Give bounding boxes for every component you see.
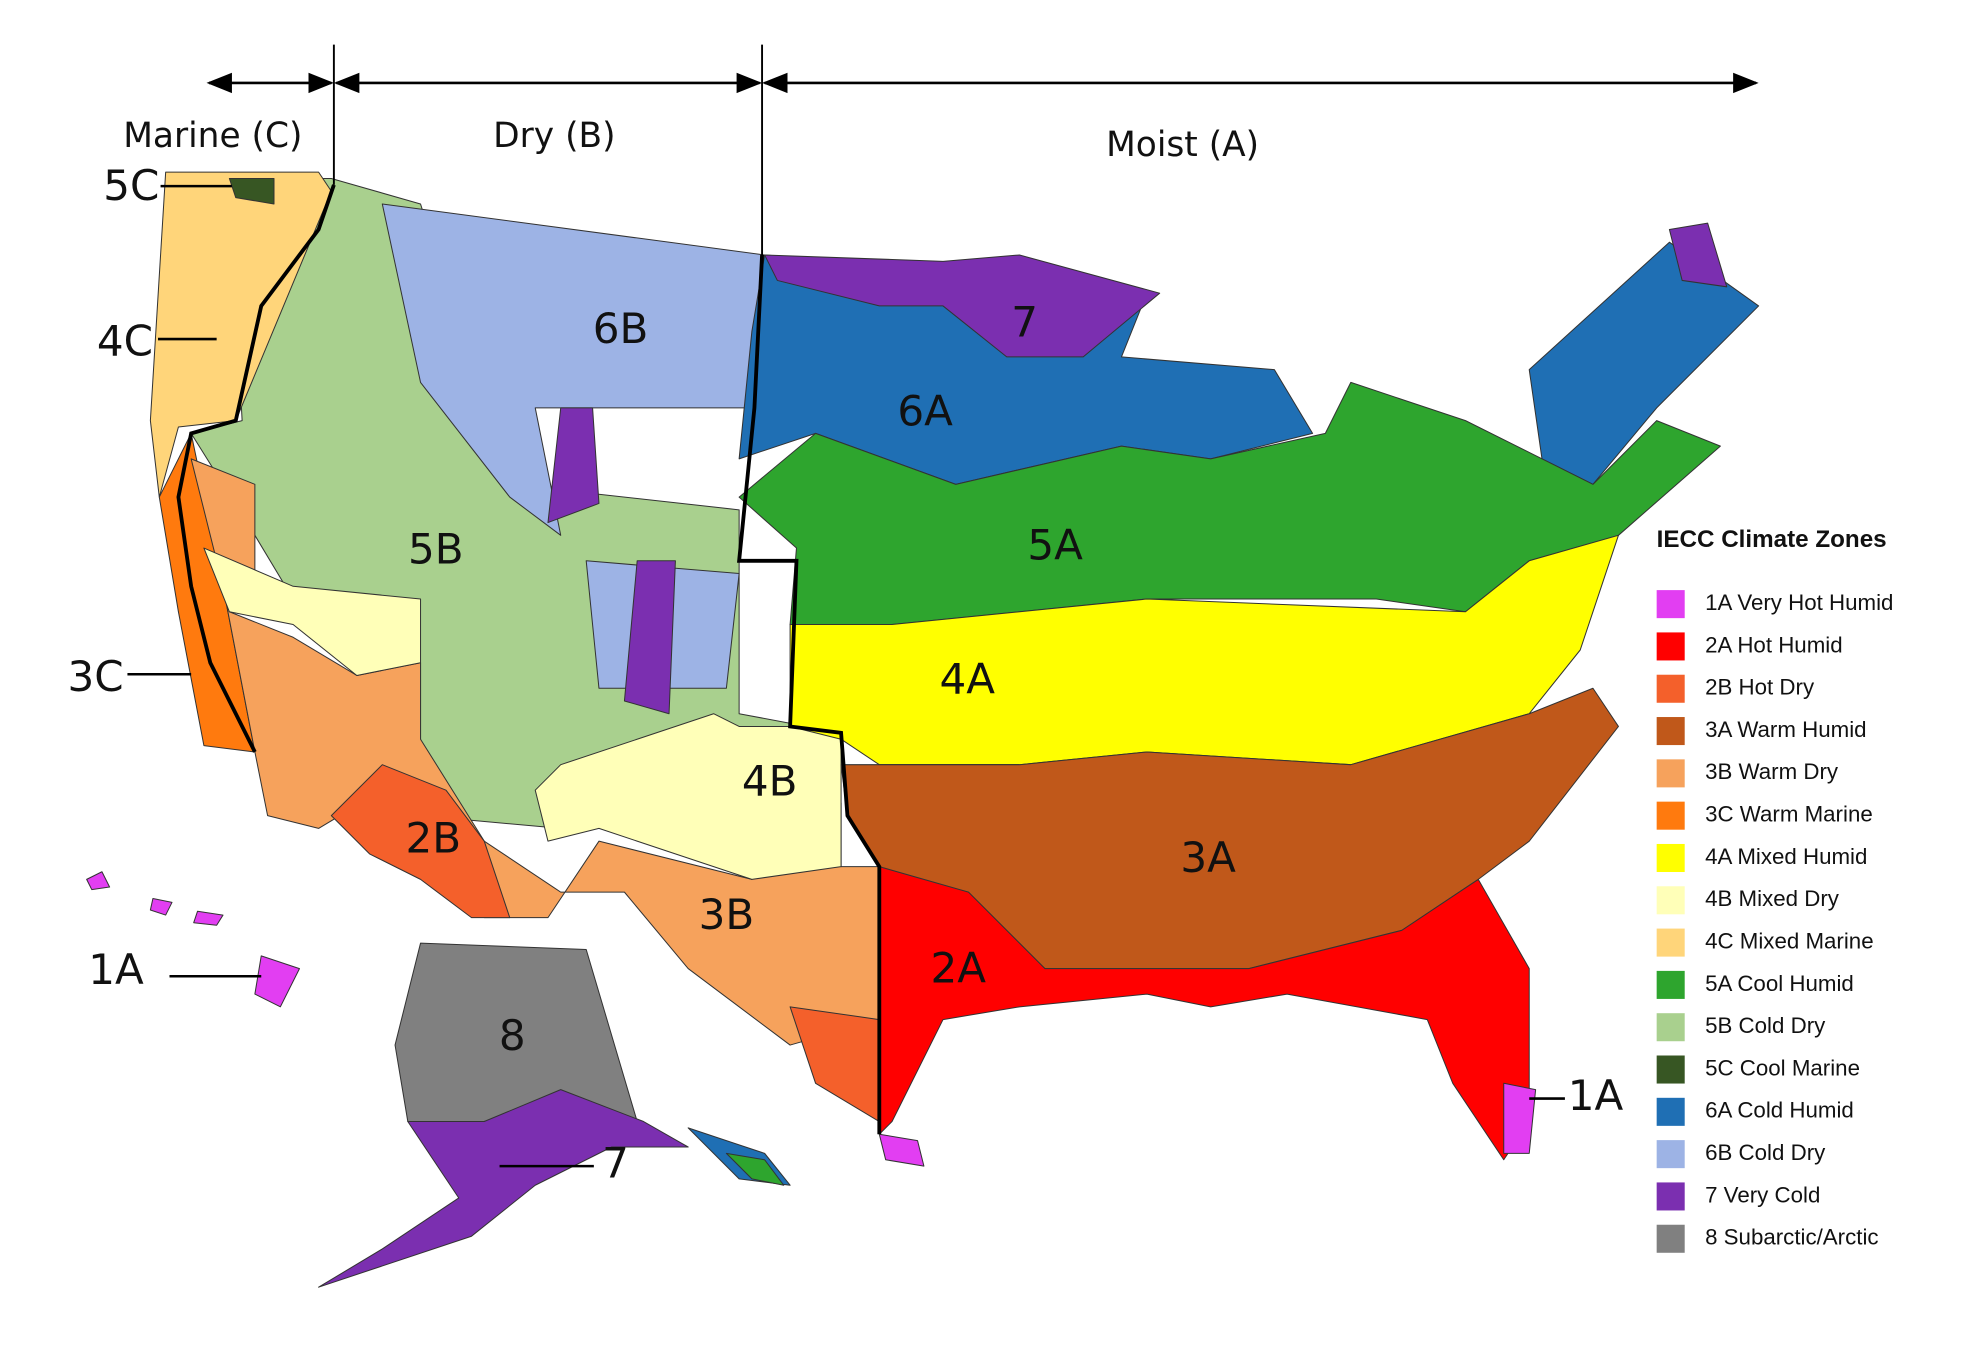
zone-region [547, 407, 600, 524]
zone-label: 4A [939, 654, 995, 703]
legend-label: 3A Warm Humid [1705, 717, 1866, 742]
zone-label: 1A [1568, 1071, 1624, 1120]
zone-region [1503, 1082, 1537, 1154]
zone-regions [86, 171, 1760, 1288]
legend-label: 1A Very Hot Humid [1705, 590, 1893, 615]
zone-region [203, 547, 422, 677]
zone-label: 5A [1027, 521, 1083, 570]
legend-swatch [1656, 1182, 1685, 1211]
legend-swatch [1656, 590, 1685, 619]
zone-region [725, 1152, 785, 1186]
legend-label: 3B Warm Dry [1705, 759, 1839, 784]
legend-label: 2B Hot Dry [1705, 675, 1815, 700]
legend-label: 6A Cold Humid [1705, 1098, 1854, 1123]
legend-title: IECC Climate Zones [1657, 526, 1887, 553]
zone-region [318, 1089, 689, 1288]
zone-label: 8 [499, 1011, 526, 1060]
zone-region [86, 871, 111, 891]
legend-swatch [1656, 1055, 1685, 1084]
zone-label: 6B [593, 304, 649, 353]
regime-dividers [127, 44, 1759, 1168]
legend-label: 3C Warm Marine [1705, 802, 1873, 827]
regime-label: Moist (A) [1106, 125, 1259, 165]
regime-label: Dry (B) [493, 116, 615, 156]
legend-swatch [1656, 1013, 1685, 1042]
legend-label: 5C Cool Marine [1705, 1055, 1860, 1080]
legend-swatch [1656, 801, 1685, 830]
legend-label: 5B Cold Dry [1705, 1013, 1826, 1038]
zone-label: 4C [97, 317, 153, 366]
legend-swatch [1656, 717, 1685, 746]
zone-region [330, 764, 511, 919]
zone-region [149, 897, 173, 916]
zone-label: 3A [1180, 833, 1236, 882]
legend-swatch [1656, 1097, 1685, 1126]
legend-swatch [1656, 1224, 1685, 1253]
legend-swatch [1656, 1140, 1685, 1169]
legend-label: 4A Mixed Humid [1705, 844, 1867, 869]
legend-swatch [1656, 928, 1685, 957]
legend-swatch [1656, 970, 1685, 999]
zone-label: 7 [1011, 298, 1038, 347]
legend-swatch [1656, 759, 1685, 788]
legend-swatch [1656, 674, 1685, 703]
zone-region [1668, 222, 1728, 288]
zone-label: 2A [931, 944, 987, 993]
zone-region [878, 1133, 925, 1167]
legend-swatch [1656, 886, 1685, 915]
zone-region [193, 910, 224, 926]
zone-region [254, 955, 300, 1008]
zone-label: 3C [68, 652, 124, 701]
zone-region [228, 177, 275, 205]
zone-region [789, 1006, 880, 1123]
legend-label: 4C Mixed Marine [1705, 928, 1874, 953]
zone-label: 5C [103, 161, 159, 210]
zone-region [534, 713, 842, 880]
zone-region [149, 171, 332, 498]
zone-label: 2B [405, 814, 461, 863]
regime-boundary [737, 254, 882, 1135]
legend-label: 4B Mixed Dry [1705, 886, 1840, 911]
legend-swatch [1656, 843, 1685, 872]
zone-label: 3B [699, 890, 755, 939]
zone-label: 5B [408, 524, 464, 573]
zone-region [764, 254, 1161, 358]
zone-label: 7 [602, 1139, 629, 1188]
zone-region [878, 866, 1530, 1161]
regime-boundary [176, 184, 336, 753]
zone-region [623, 560, 676, 715]
legend-label: 7 Very Cold [1705, 1182, 1820, 1207]
legend-label: 5A Cool Humid [1705, 971, 1854, 996]
legend-label: 2A Hot Humid [1705, 632, 1843, 657]
legend-label: 6B Cold Dry [1705, 1140, 1826, 1165]
regime-label: Marine (C) [123, 116, 302, 156]
legend-swatch [1656, 632, 1685, 661]
zone-label: 1A [88, 945, 144, 994]
zone-label: 4B [742, 756, 798, 805]
zone-label: 6A [897, 387, 953, 436]
legend-label: 8 Subarctic/Arctic [1705, 1225, 1878, 1250]
